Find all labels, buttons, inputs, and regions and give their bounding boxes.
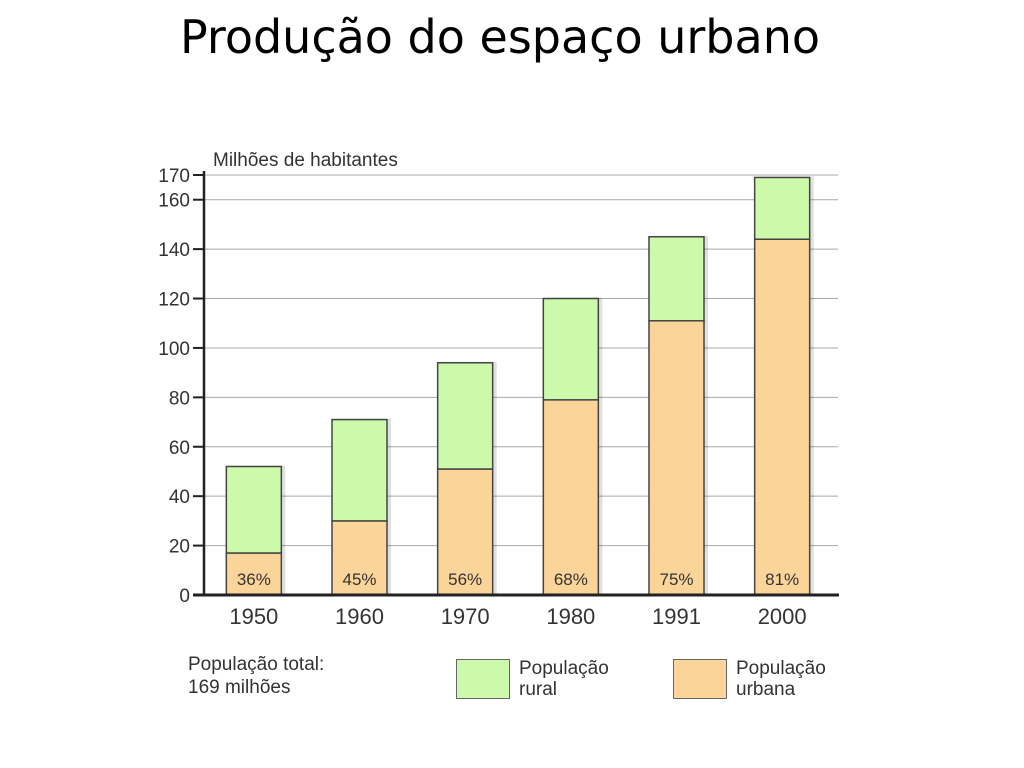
- total-population-value: 169 milhões: [188, 677, 291, 698]
- bar-urban: [436, 468, 494, 596]
- slide-title: Produção do espaço urbano: [179, 10, 820, 64]
- bar-percent-label: 45%: [342, 570, 376, 589]
- bar-urban: [648, 320, 705, 596]
- y-tick-label: 160: [158, 191, 190, 212]
- bar-percent-label: 68%: [554, 570, 588, 589]
- bar-percent-label: 81%: [765, 570, 799, 589]
- bar-rural: [225, 465, 283, 554]
- y-tick-label: 170: [158, 166, 190, 187]
- bar-rural: [436, 362, 494, 470]
- y-tick-label: 0: [179, 586, 190, 607]
- bar-urban: [331, 520, 388, 596]
- legend-label-rural-line1: População: [519, 658, 609, 679]
- x-tick-label: 1950: [229, 604, 278, 629]
- bar-percent-label: 36%: [237, 570, 271, 589]
- legend-label-rural: População rural: [519, 658, 609, 700]
- x-tick-label: 2000: [758, 604, 807, 629]
- x-tick-label: 1991: [652, 604, 701, 629]
- bar-rural: [542, 297, 600, 401]
- y-tick-label: 140: [158, 240, 190, 261]
- bar-percent-label: 75%: [659, 570, 693, 589]
- y-tick-label: 100: [158, 339, 190, 360]
- x-tick-label: 1980: [546, 604, 595, 629]
- bar-urban: [753, 238, 811, 596]
- bar-rural: [331, 418, 388, 522]
- legend-swatch-rural: [456, 659, 510, 699]
- legend-label-urban: População urbana: [736, 658, 826, 700]
- legend-label-rural-line2: rural: [519, 679, 558, 700]
- grid-lines: [204, 174, 838, 547]
- bar-rural: [753, 176, 811, 240]
- bar-percent-label: 56%: [448, 570, 482, 589]
- bar-rural: [648, 236, 705, 322]
- bar-urban: [225, 552, 283, 596]
- axes: 0 20 40 60 80 100 120 140 160 170 1950 1960 1970 1980…: [158, 166, 839, 629]
- x-tick-label: 1970: [441, 604, 490, 629]
- x-tick-label: 1960: [335, 604, 384, 629]
- bars: 36% 45% 56% 68% 75% 81%: [225, 176, 811, 596]
- y-tick-label: 80: [169, 388, 190, 409]
- y-tick-label: 20: [169, 537, 190, 558]
- y-tick-label: 120: [158, 290, 190, 311]
- bar-urban: [542, 399, 600, 596]
- total-population-label: População total:: [188, 654, 325, 675]
- legend-label-urban-line2: urbana: [736, 679, 796, 700]
- bar-shadows: [230, 176, 814, 594]
- y-tick-label: 60: [169, 438, 190, 459]
- legend-label-urban-line1: População: [736, 658, 826, 679]
- y-tick-label: 40: [169, 487, 190, 508]
- total-population-note: População total: 169 milhões: [188, 653, 324, 699]
- legend-swatch-urban: [673, 659, 727, 699]
- y-axis-title: Milhões de habitantes: [213, 150, 398, 171]
